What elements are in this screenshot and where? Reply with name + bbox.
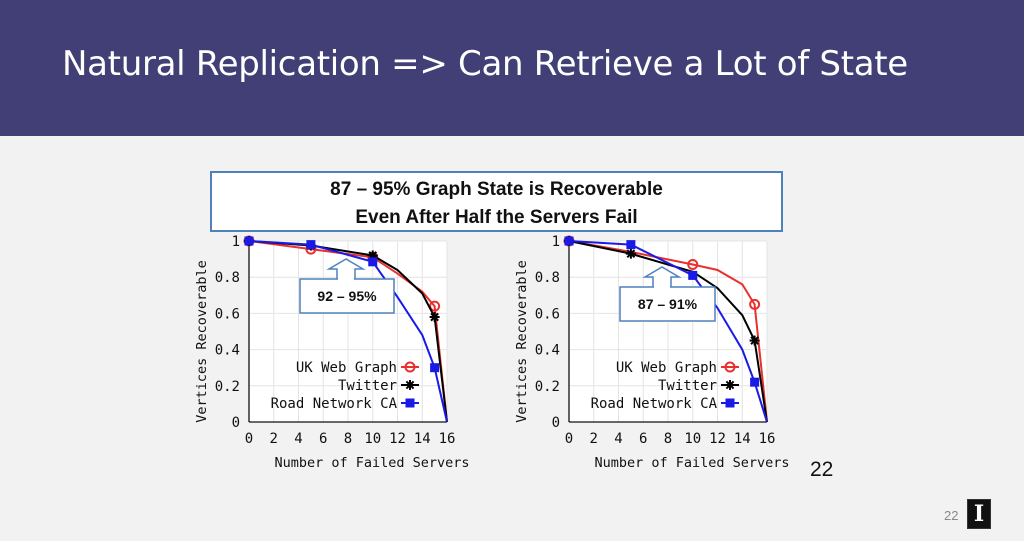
x-tick-label: 4 bbox=[294, 431, 302, 447]
legend-marker-stroke bbox=[725, 380, 735, 390]
callout-box: 87 – 95% Graph State is Recoverable Even… bbox=[210, 171, 783, 232]
callout-line-2: Even After Half the Servers Fail bbox=[355, 207, 638, 228]
data-point bbox=[429, 312, 440, 323]
data-point bbox=[368, 257, 378, 267]
y-axis-label: Vertices Recoverable bbox=[194, 260, 210, 423]
logo-letter: I bbox=[973, 501, 985, 527]
x-tick-label: 12 bbox=[389, 431, 406, 447]
y-tick-label: 1 bbox=[552, 234, 560, 250]
annotation-box bbox=[299, 278, 395, 314]
annotation-text: 87 – 91% bbox=[638, 296, 698, 312]
y-tick-label: 0.6 bbox=[215, 306, 240, 322]
x-tick-label: 0 bbox=[245, 431, 253, 447]
y-tick-label: 0.8 bbox=[215, 270, 240, 286]
data-point bbox=[688, 270, 698, 280]
legend-marker bbox=[405, 380, 415, 390]
legend-marker-stroke bbox=[405, 380, 415, 390]
y-tick-label: 0.4 bbox=[535, 343, 560, 359]
legend-label: Road Network CA bbox=[271, 396, 398, 412]
x-tick-label: 12 bbox=[709, 431, 726, 447]
y-tick-label: 0 bbox=[232, 415, 240, 431]
x-tick-label: 14 bbox=[734, 431, 751, 447]
x-tick-label: 6 bbox=[319, 431, 327, 447]
y-tick-label: 0.2 bbox=[215, 379, 240, 395]
data-point bbox=[564, 236, 574, 246]
x-tick-label: 2 bbox=[590, 431, 598, 447]
callout-line-1: 87 – 95% Graph State is Recoverable bbox=[330, 179, 663, 200]
annotation-joint bbox=[338, 278, 354, 281]
annotation-bubble: 92 – 95% bbox=[299, 258, 395, 314]
annotation-arrow bbox=[642, 266, 682, 287]
legend-label: Twitter bbox=[338, 378, 397, 394]
data-point-stroke bbox=[626, 249, 636, 258]
y-axis-label: Vertices Recoverable bbox=[514, 260, 530, 423]
y-tick-label: 0.2 bbox=[535, 379, 560, 395]
legend-label: Road Network CA bbox=[591, 396, 718, 412]
data-point bbox=[625, 248, 636, 259]
legend-marker bbox=[724, 361, 736, 373]
x-tick-label: 10 bbox=[364, 431, 381, 447]
x-tick-label: 16 bbox=[759, 431, 776, 447]
y-tick-label: 0 bbox=[552, 415, 560, 431]
data-point bbox=[306, 240, 316, 250]
university-logo: I bbox=[967, 499, 991, 529]
x-tick-label: 8 bbox=[664, 431, 672, 447]
data-point bbox=[749, 298, 761, 310]
annotation-arrow bbox=[326, 258, 366, 279]
page-number: 22 bbox=[810, 458, 834, 481]
x-tick-label: 4 bbox=[614, 431, 622, 447]
x-tick-label: 10 bbox=[684, 431, 701, 447]
data-point-stroke bbox=[430, 312, 439, 322]
data-point bbox=[244, 236, 254, 246]
legend-label: Twitter bbox=[658, 378, 717, 394]
x-tick-label: 8 bbox=[344, 431, 352, 447]
data-point bbox=[687, 259, 699, 271]
legend-label: UK Web Graph bbox=[296, 360, 397, 376]
data-point bbox=[749, 335, 760, 346]
x-tick-label: 0 bbox=[565, 431, 573, 447]
x-tick-label: 2 bbox=[270, 431, 278, 447]
x-axis-label: Number of Failed Servers bbox=[274, 455, 469, 471]
y-tick-label: 0.4 bbox=[215, 343, 240, 359]
x-tick-label: 16 bbox=[439, 431, 456, 447]
y-tick-label: 1 bbox=[232, 234, 240, 250]
legend-marker bbox=[725, 380, 735, 390]
data-point-stroke bbox=[750, 336, 759, 345]
legend-marker bbox=[404, 361, 416, 373]
annotation-joint bbox=[654, 286, 670, 289]
data-point bbox=[750, 377, 760, 387]
annotation-text: 92 – 95% bbox=[317, 288, 377, 304]
y-tick-label: 0.8 bbox=[535, 270, 560, 286]
slide-number: 22 bbox=[944, 508, 959, 523]
y-tick-label: 0.6 bbox=[535, 306, 560, 322]
data-point bbox=[429, 300, 441, 312]
chart-1: 0 2 4 6 8 10 12 14 16 0 0.2 0.4 0.6 0.8 1 Number of Fai… bbox=[194, 234, 470, 471]
data-point bbox=[430, 363, 440, 373]
x-tick-label: 6 bbox=[639, 431, 647, 447]
x-axis-label: Number of Failed Servers bbox=[594, 455, 789, 471]
legend-marker bbox=[725, 398, 735, 408]
x-tick-label: 14 bbox=[414, 431, 431, 447]
annotation-bubble: 87 – 91% bbox=[619, 266, 716, 322]
chart-2: 0 2 4 6 8 10 12 14 16 0 0.2 0.4 0.6 0.8 1 Number of Fai… bbox=[514, 234, 790, 471]
legend-label: UK Web Graph bbox=[616, 360, 717, 376]
slide-title: Natural Replication => Can Retrieve a Lo… bbox=[62, 44, 908, 84]
legend-marker bbox=[405, 398, 415, 408]
title-bar: Natural Replication => Can Retrieve a Lo… bbox=[0, 0, 1024, 136]
data-point bbox=[626, 240, 636, 250]
